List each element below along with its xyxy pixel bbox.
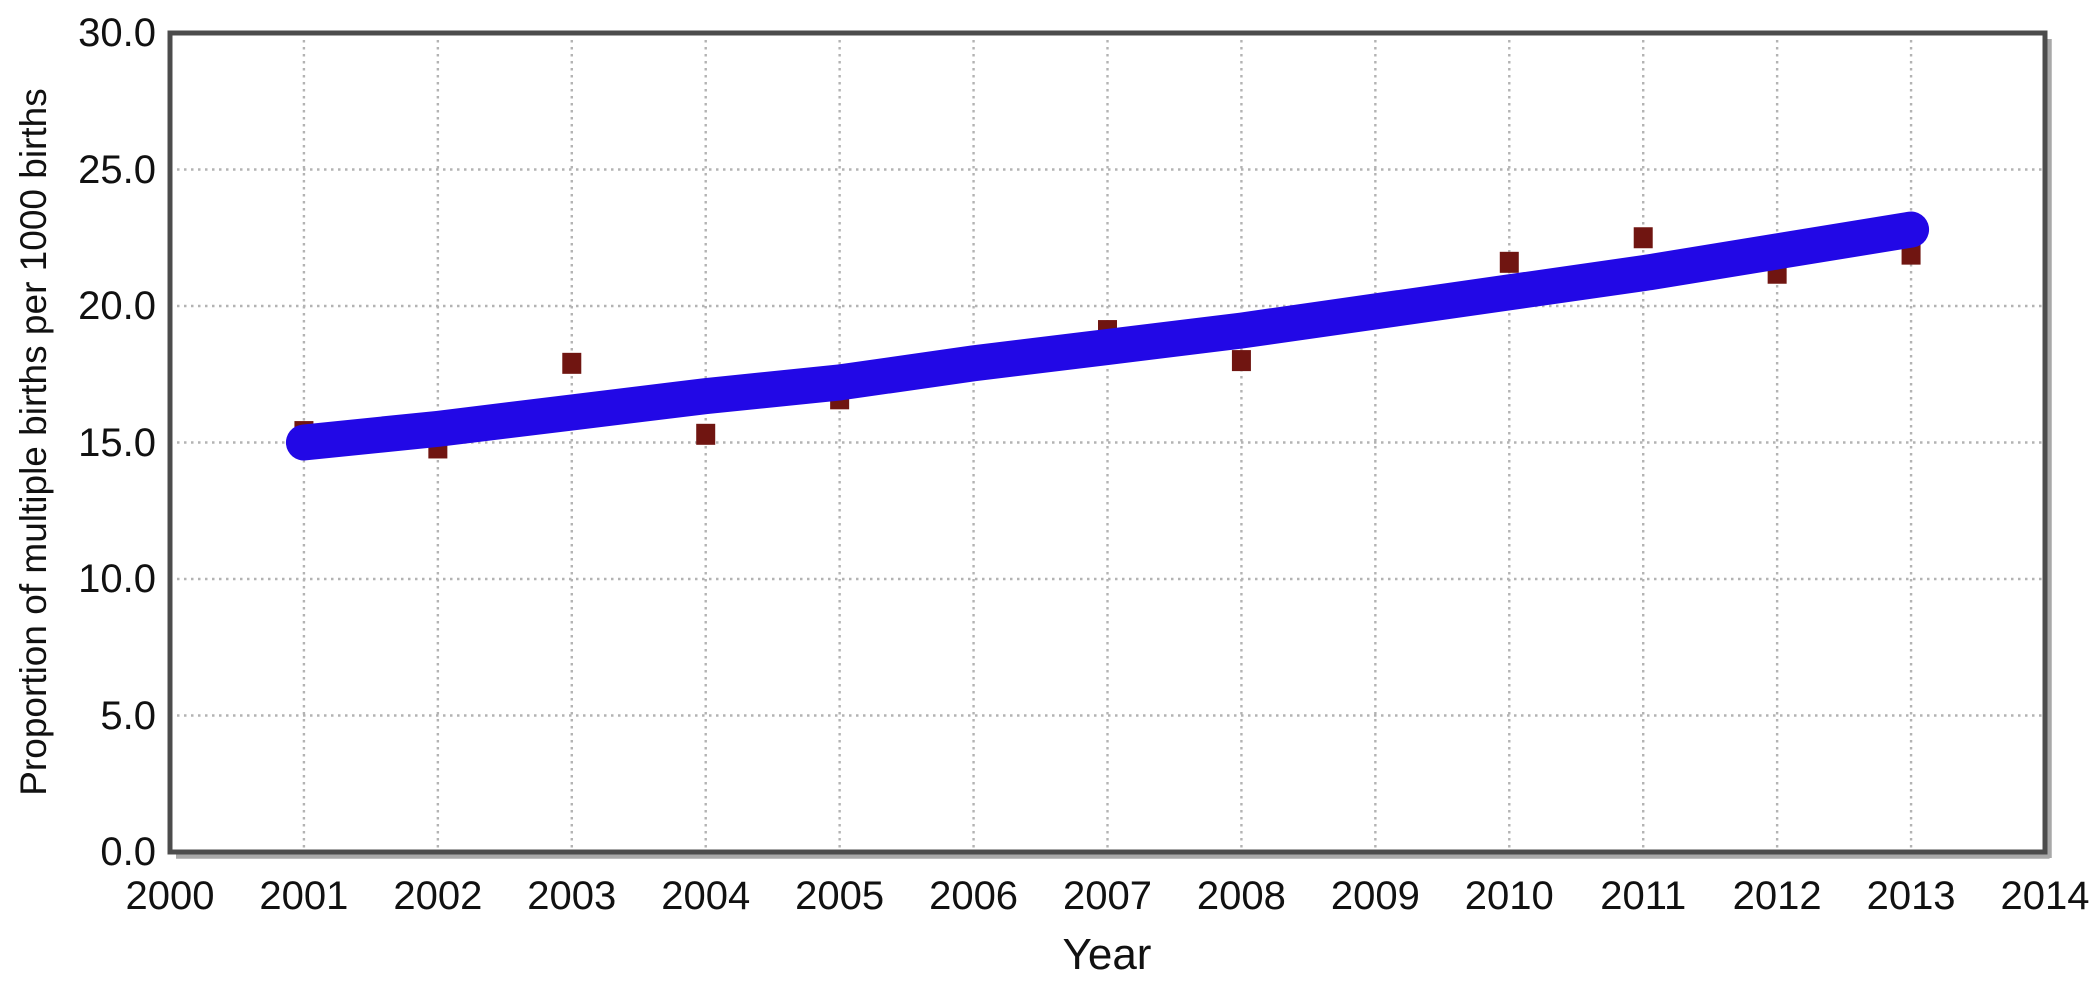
- y-tick-label-0.0: 0.0: [100, 830, 156, 874]
- y-tick-label-15.0: 15.0: [78, 420, 156, 465]
- y-axis-title: Proportion of multiple births per 1000 b…: [13, 88, 54, 796]
- y-tick-label-20.0: 20.0: [78, 284, 156, 328]
- y-tick-label-5.0: 5.0: [100, 693, 156, 738]
- x-tick-label-2005: 2005: [795, 874, 885, 918]
- x-tick-label-2006: 2006: [929, 874, 1019, 918]
- x-tick-label-2008: 2008: [1196, 874, 1286, 918]
- x-tick-label-2010: 2010: [1464, 874, 1554, 918]
- x-tick-label-2002: 2002: [393, 874, 483, 918]
- plot-frame: [167, 30, 2048, 855]
- data-point-2004: [696, 423, 716, 445]
- y-tick-label-25.0: 25.0: [78, 147, 156, 192]
- x-tick-label-2009: 2009: [1330, 874, 1420, 918]
- x-tick-label-2001: 2001: [259, 874, 349, 918]
- x-tick-label-2000: 2000: [125, 874, 215, 918]
- x-tick-label-2011: 2011: [1600, 874, 1687, 918]
- y-tick-label-30.0: 30.0: [78, 11, 156, 55]
- x-tick-label-2004: 2004: [661, 874, 751, 918]
- x-tick-label-2012: 2012: [1732, 874, 1822, 918]
- x-tick-label-2007: 2007: [1063, 874, 1152, 918]
- x-axis-title: Year: [1062, 930, 1152, 979]
- x-tick-label-2014: 2014: [2000, 874, 2090, 918]
- data-point-2008: [1231, 350, 1251, 372]
- data-point-2010: [1499, 251, 1519, 273]
- y-tick-label-10.0: 10.0: [78, 557, 156, 601]
- data-point-2003: [562, 352, 582, 374]
- x-tick-label-2003: 2003: [527, 874, 617, 918]
- data-point-2011: [1633, 227, 1653, 249]
- trend-line: [285, 211, 1930, 461]
- x-tick-label-2013: 2013: [1866, 874, 1956, 918]
- data-point-2013: [1901, 243, 1921, 265]
